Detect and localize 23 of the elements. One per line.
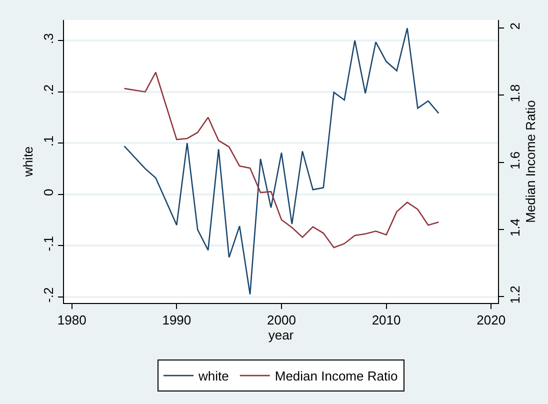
y2-tick-label: 1.2 — [508, 286, 523, 304]
x-tick-label: 2000 — [267, 312, 296, 328]
x-tick-label: 2020 — [476, 312, 506, 328]
y-tick-label: -.2 — [40, 287, 56, 302]
x-tick-label: 1980 — [57, 312, 86, 328]
y-tick-label: 0 — [40, 188, 56, 196]
y-tick-label: -.1 — [40, 236, 56, 252]
y2-tick-label: 2 — [508, 22, 523, 30]
y-tick-label: .1 — [40, 136, 56, 147]
y-tick-label: .2 — [40, 84, 56, 96]
x-tick-label: 1990 — [162, 312, 192, 328]
y2-tick-label: 1.6 — [508, 151, 523, 170]
y2-tick-label: 1.8 — [508, 84, 523, 102]
x-axis-title: year — [268, 328, 294, 343]
y-tick-label: .3 — [40, 33, 56, 44]
y2-tick-label: 1.4 — [508, 218, 523, 237]
legend-label: Median Income Ratio — [274, 368, 398, 384]
legend-label: white — [198, 368, 229, 384]
y-axis-title: white — [20, 146, 36, 178]
y2-axis-title: Median Income Ratio — [523, 100, 538, 223]
x-tick-label: 2010 — [372, 312, 401, 328]
line-series — [124, 72, 440, 248]
line-series — [124, 28, 440, 295]
